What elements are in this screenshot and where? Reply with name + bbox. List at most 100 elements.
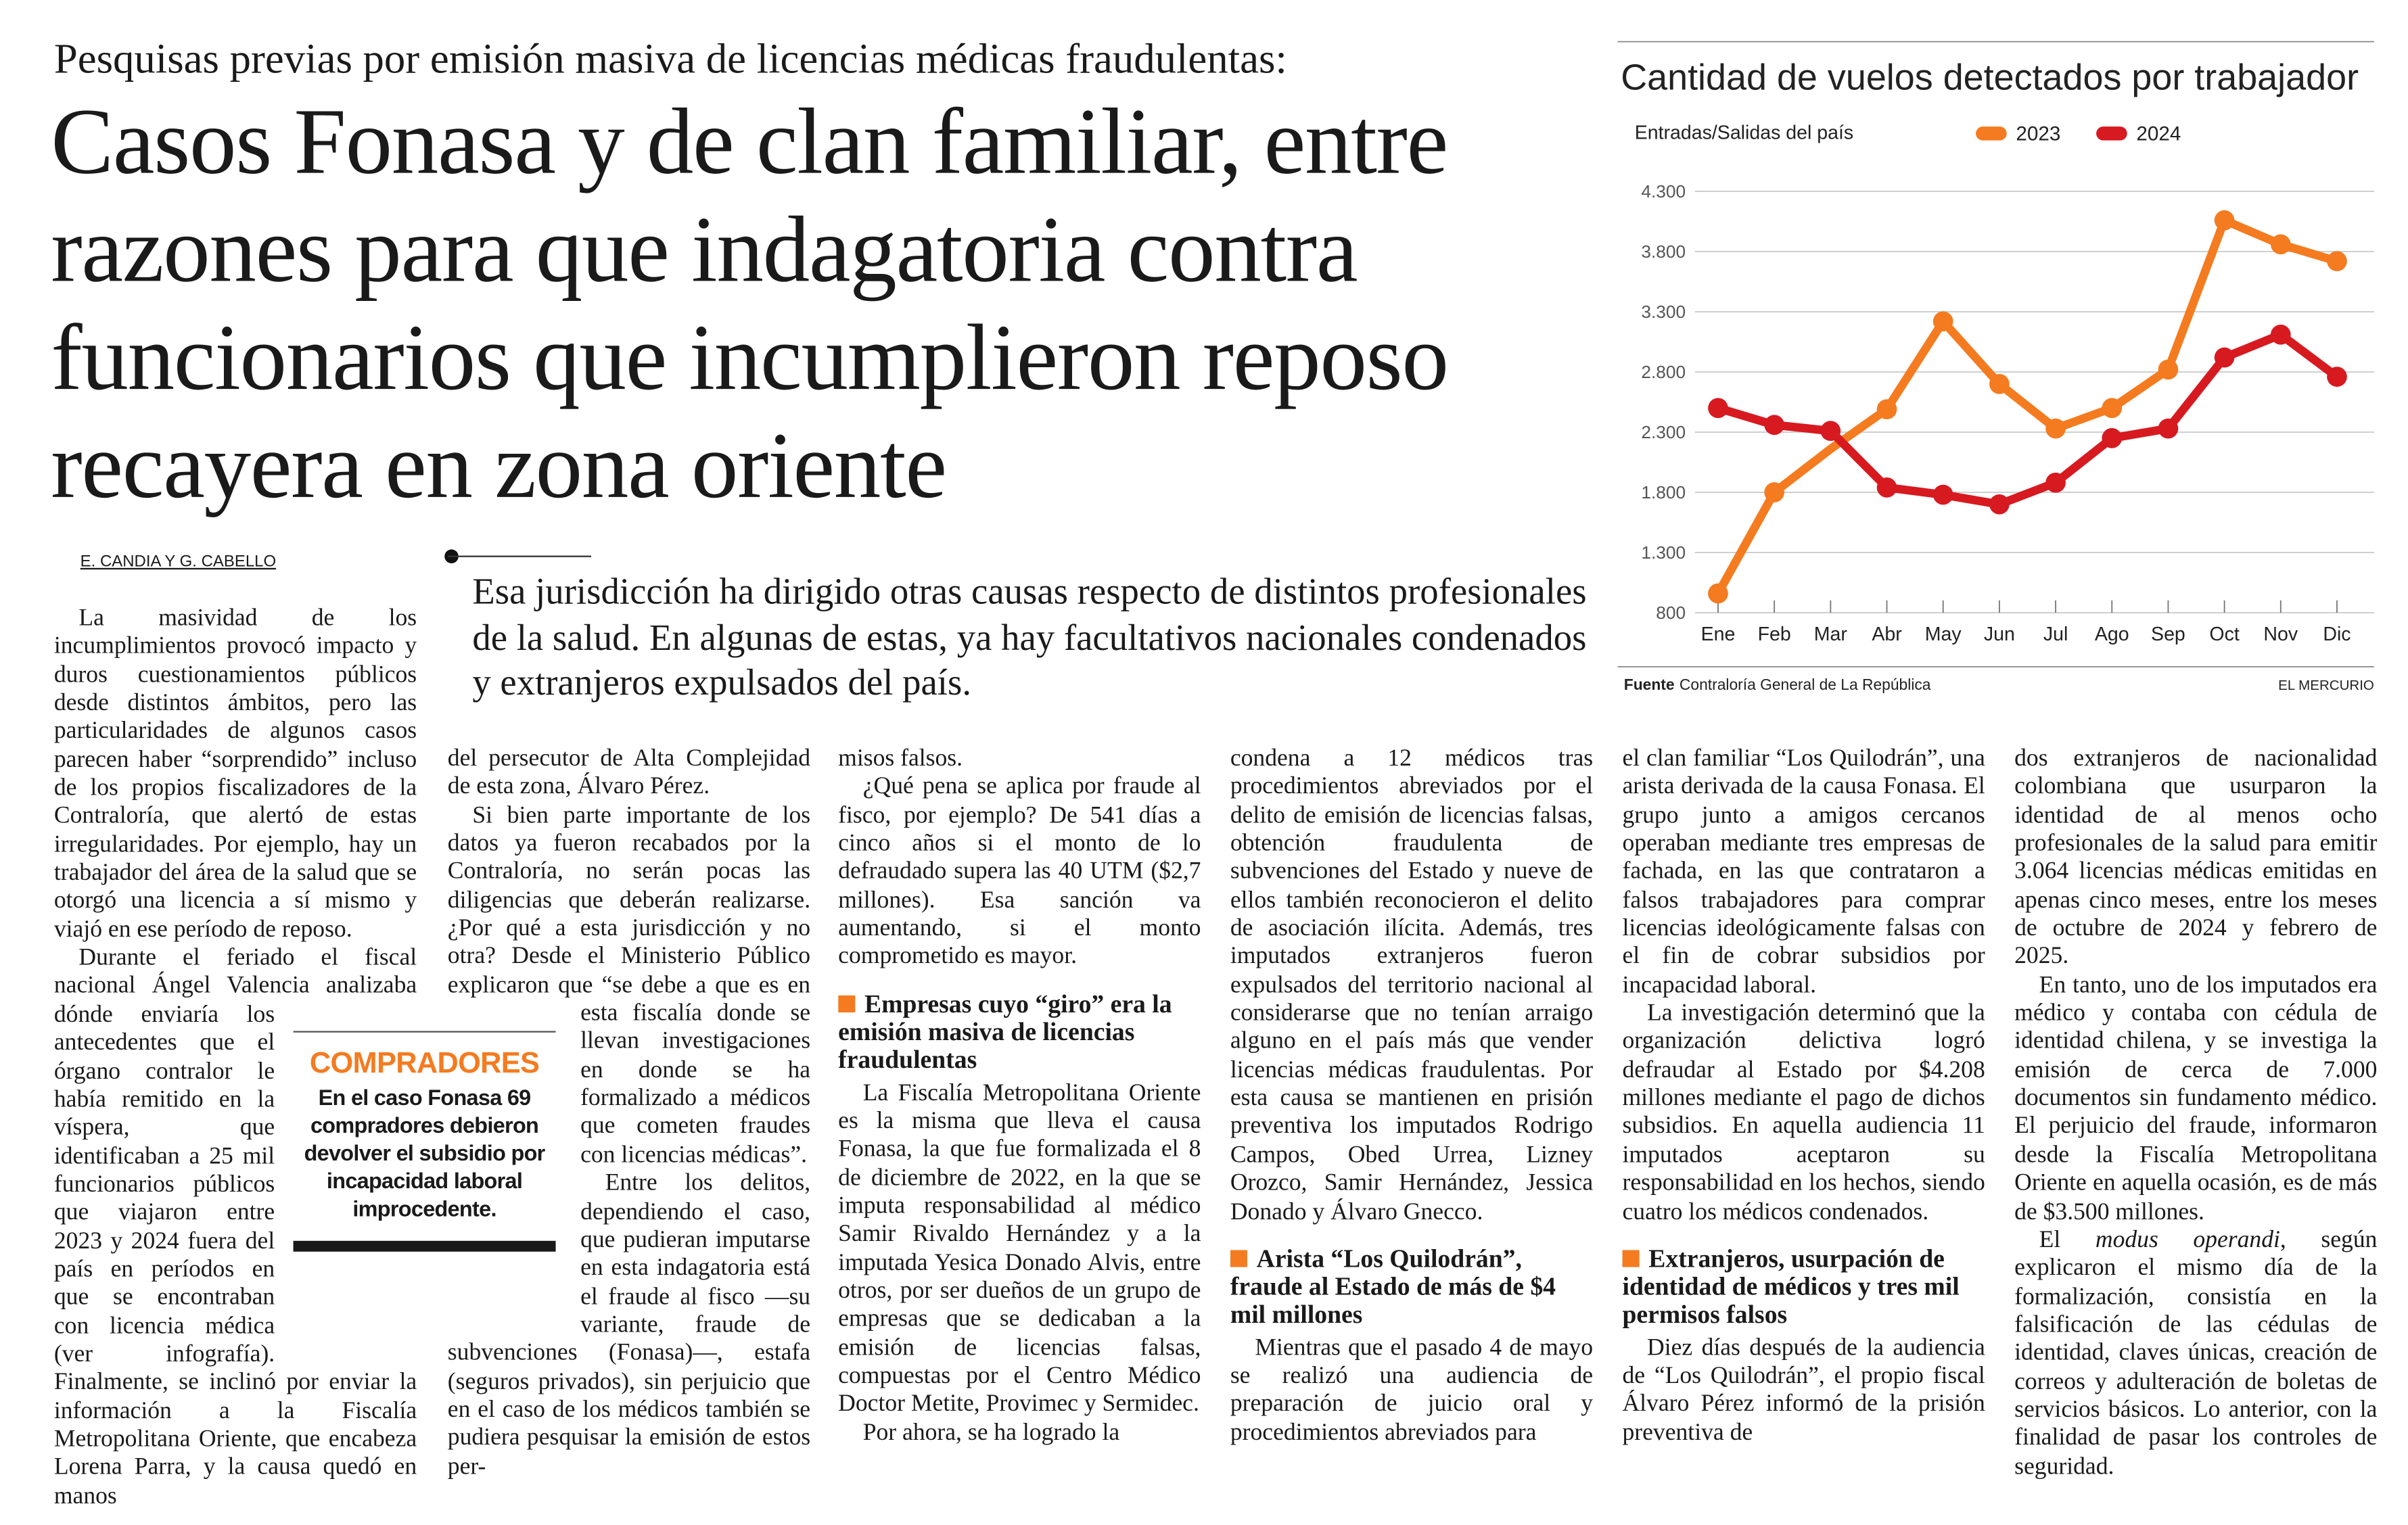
article-column-2: del persecutor de Alta Complejidad de es… (448, 745, 810, 1517)
article-column-6: dos extranjeros de nacionalidad colombia… (2014, 745, 2377, 1517)
chart-source-label: Fuente (1624, 676, 1675, 693)
paragraph: Entre los delitos, dependiendo el caso, … (447, 1170, 811, 1480)
y-tick-label: 2.800 (1641, 362, 1686, 382)
paragraph: Por ahora, se ha logrado la (862, 1419, 1120, 1446)
paragraph: dos extranjeros de nacionalidad colombia… (2014, 745, 2378, 970)
article-column-3: misos falsos. ¿Qué pena se aplica por fra… (838, 745, 1201, 1517)
data-point (1876, 399, 1897, 420)
x-tick-label: Ago (2095, 624, 2129, 645)
chart-legend: 2023 2024 (1976, 123, 2181, 145)
article-column-1: La masividad de los incumplimientos prov… (54, 605, 417, 1516)
y-tick-label: 3.800 (1641, 241, 1686, 262)
orange-square-icon (1622, 1250, 1640, 1267)
article-column-4: condena a 12 médicos tras procedimientos… (1230, 745, 1593, 1517)
paragraph: Si bien parte importante de los datos ya… (447, 801, 811, 1169)
data-point (1820, 421, 1841, 442)
deck: Esa jurisdicción ha dirigido otras causa… (472, 572, 1587, 704)
chart-source: Contraloría General de La República (1680, 676, 1931, 693)
data-point (2158, 359, 2179, 380)
subhead-text: Extranjeros, usurpación de identidad de … (1622, 1244, 1960, 1330)
chart-title: Cantidad de vuelos detectados por trabaj… (1621, 57, 2359, 97)
y-tick-label: 4.300 (1641, 181, 1686, 202)
data-point (2102, 428, 2123, 448)
data-point (1708, 583, 1728, 604)
section-subhead: Arista “Los Quilodrán”, fraude al Estado… (1230, 1244, 1593, 1330)
paragraph: misos falsos. (838, 745, 963, 772)
orange-square-icon (838, 995, 856, 1012)
legend-label: 2024 (2136, 123, 2181, 145)
paragraph: el clan familiar “Los Quilodrán”, una ar… (1622, 745, 1985, 998)
x-tick-label: Ene (1701, 624, 1736, 645)
series-line (1714, 216, 2338, 596)
data-point (2214, 210, 2235, 231)
chart: Cantidad de vuelos detectados por trabaj… (1605, 31, 2392, 710)
series-line (1717, 330, 2340, 509)
x-tick-label: Oct (2209, 624, 2239, 645)
x-tick-label: Jul (2043, 624, 2068, 645)
y-tick-label: 800 (1656, 603, 1686, 623)
x-tick-label: Sep (2151, 624, 2185, 645)
paragraph: Mientras que el pasado 4 de mayo se real… (1230, 1334, 1594, 1446)
section-subhead: Empresas cuyo “giro” era la emisión masi… (838, 989, 1201, 1075)
sidebar-text: En el caso Fonasa 69 compradores debiero… (304, 1086, 546, 1223)
y-tick-label: 1.800 (1641, 482, 1686, 502)
paragraph: Durante el feriado el fiscal nacional Án… (53, 944, 417, 1509)
data-point (1764, 482, 1784, 502)
kicker: Pesquisas previas por emisión masiva de … (53, 34, 1287, 82)
paragraph: La Fiscalía Metropolitana Oriente es la … (838, 1079, 1201, 1417)
paragraph: Diez días después de la audiencia de “Lo… (1622, 1334, 1985, 1446)
paragraph-text: El (2039, 1226, 2096, 1253)
chart-credit: EL MERCURIO (2278, 678, 2374, 693)
subhead-text: Arista “Los Quilodrán”, fraude al Estado… (1230, 1244, 1556, 1330)
data-point (1932, 484, 1953, 505)
data-point (2045, 418, 2066, 439)
x-tick-label: Jun (1984, 624, 2015, 645)
data-point (2102, 398, 2123, 419)
chart-x-axis: Ene Feb Mar Abr May Jun Jul Ago Sep Oct Nov Dic (1701, 600, 2351, 645)
data-point (2270, 234, 2291, 255)
legend-swatch (2096, 126, 2127, 141)
data-point (1932, 311, 1953, 332)
data-point (2045, 472, 2066, 493)
paragraph: El modus operandi, según explicaron el m… (2014, 1227, 2377, 1482)
chart-grid: 800 1.300 1.800 2.300 2.800 3.300 3.800 4.300 (1641, 181, 2374, 623)
x-tick-label: Dic (2323, 624, 2351, 645)
subhead-text: Empresas cuyo “giro” era la emisión masi… (838, 989, 1172, 1075)
paragraph-text: , según explicaron el mismo día de la fo… (2014, 1226, 2378, 1480)
chart-svg: Cantidad de vuelos detectados por trabaj… (1617, 41, 2374, 693)
paragraph: condena a 12 médicos tras procedimientos… (1230, 745, 1594, 1225)
data-point (1764, 415, 1784, 436)
x-tick-label: Mar (1814, 624, 1848, 645)
data-point (1989, 373, 2010, 394)
chart-subtitle: Entradas/Salidas del país (1635, 122, 1853, 143)
paragraph: ¿Qué pena se aplica por fraude al fisco,… (838, 774, 1201, 970)
sidebar-box: COMPRADORES En el caso Fonasa 69 comprad… (293, 1031, 556, 1252)
data-point (1876, 477, 1897, 498)
x-tick-label: May (1925, 624, 1962, 645)
data-point (2270, 324, 2291, 345)
y-tick-label: 2.300 (1641, 422, 1686, 442)
x-tick-label: Abr (1872, 624, 1902, 645)
x-tick-label: Feb (1758, 624, 1791, 645)
paragraph: En tanto, uno de los imputados era médic… (2014, 972, 2378, 1225)
x-tick-label: Nov (2263, 624, 2298, 645)
legend-swatch (1976, 126, 2007, 141)
data-point (2214, 347, 2235, 368)
italic-term: modus operandi (2095, 1226, 2280, 1253)
data-point (2327, 367, 2347, 387)
y-tick-label: 3.300 (1641, 302, 1686, 322)
sidebar-title: COMPRADORES (309, 1048, 540, 1081)
chart-series (1708, 210, 2347, 604)
deck-rule (447, 555, 592, 557)
y-tick-label: 1.300 (1641, 542, 1686, 563)
byline: E. CANDIA Y G. CABELLO (80, 552, 277, 571)
legend-label: 2023 (2016, 123, 2060, 145)
article-column-5: el clan familiar “Los Quilodrán”, una ar… (1622, 745, 1985, 1517)
data-point (1989, 494, 2010, 515)
paragraph: La masividad de los incumplimientos prov… (53, 605, 417, 943)
data-point (2158, 418, 2179, 439)
sidebar-bar (293, 1240, 556, 1252)
series-2024 (1708, 324, 2347, 515)
section-subhead: Extranjeros, usurpación de identidad de … (1622, 1244, 1985, 1330)
